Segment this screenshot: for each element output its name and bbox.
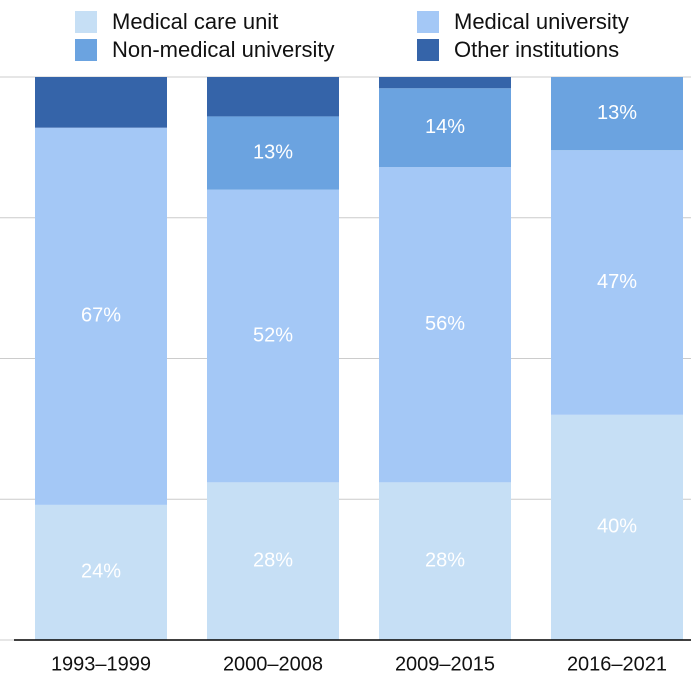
legend-label: Non-medical university — [112, 37, 335, 62]
legend-label: Other institutions — [454, 37, 619, 62]
data-label: 28% — [253, 549, 293, 571]
bar-segment — [379, 77, 511, 89]
bar-segment — [551, 150, 683, 415]
data-label: 67% — [81, 305, 121, 327]
bar-segment — [379, 88, 511, 168]
bar-segment — [35, 504, 167, 640]
data-label: 13% — [597, 102, 637, 124]
legend-label: Medical care unit — [112, 9, 278, 34]
x-tick-label: 2000–2008 — [223, 653, 323, 675]
x-tick-label: 2009–2015 — [395, 653, 495, 675]
data-label: 47% — [597, 271, 637, 293]
bar-segment — [207, 77, 339, 117]
data-label: 28% — [425, 549, 465, 571]
x-tick-label: 1993–1999 — [51, 653, 151, 675]
data-label: 40% — [597, 516, 637, 538]
bar-segment — [207, 482, 339, 640]
bar-segment — [379, 167, 511, 483]
bar-segment — [207, 116, 339, 190]
bar-segment — [379, 482, 511, 640]
bar-segment — [35, 77, 167, 128]
x-tick-label: 2016–2021 — [567, 653, 667, 675]
legend-swatch — [417, 11, 439, 33]
bar-segment — [551, 414, 683, 640]
bar-segment — [551, 77, 683, 151]
data-label: 52% — [253, 324, 293, 346]
legend-swatch — [75, 39, 97, 61]
legend-label: Medical university — [454, 9, 629, 34]
legend-swatch — [417, 39, 439, 61]
data-label: 13% — [253, 141, 293, 163]
legend-swatch — [75, 11, 97, 33]
bar-segment — [35, 127, 167, 505]
data-label: 24% — [81, 561, 121, 583]
data-label: 14% — [425, 116, 465, 138]
data-label: 56% — [425, 313, 465, 335]
bar-segment — [207, 189, 339, 483]
